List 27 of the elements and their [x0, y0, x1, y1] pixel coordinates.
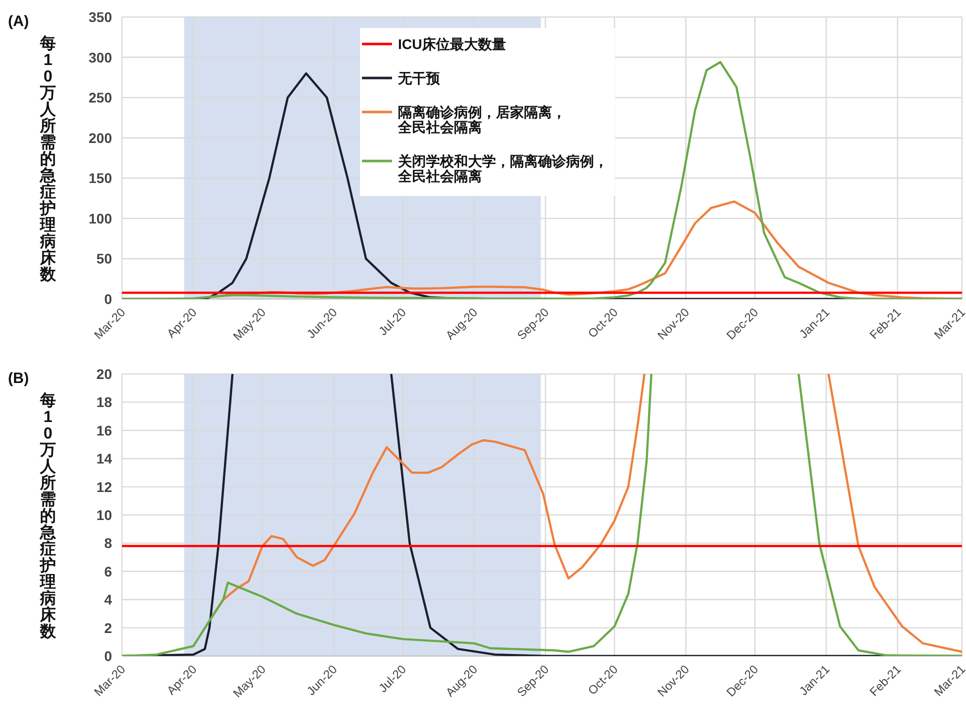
y-tick-label: 10 — [96, 507, 112, 523]
chart-title: (B) — [8, 370, 29, 387]
y-tick-label: 0 — [104, 291, 112, 307]
legend-label: 关闭学校和大学，隔离确诊病例，全民社会隔离 — [397, 153, 608, 184]
y-tick-label: 20 — [96, 366, 112, 382]
legend-label: 无干预 — [397, 70, 441, 86]
y-tick-label: 6 — [104, 563, 112, 580]
y-tick-label: 0 — [104, 648, 112, 664]
y-tick-label: 14 — [96, 450, 112, 467]
text: 每10万人所需的急症护理病床数 — [40, 392, 56, 640]
y-tick-label: 2 — [104, 620, 112, 636]
legend-label: 隔离确诊病例，居家隔离，全民社会隔离 — [397, 104, 566, 135]
y-tick-label: 200 — [88, 130, 112, 146]
y-tick-label: 250 — [88, 90, 112, 106]
y-tick-label: 350 — [88, 9, 112, 25]
y-tick-label: 50 — [96, 250, 112, 267]
y-tick-label: 16 — [96, 422, 112, 438]
y-tick-label: 4 — [104, 592, 112, 608]
y-tick-label: 8 — [104, 535, 112, 552]
y-tick-label: 12 — [96, 478, 112, 495]
y-tick-label: 150 — [88, 170, 112, 186]
y-tick-label: 300 — [88, 49, 112, 66]
y-tick-label: 18 — [96, 394, 112, 410]
y-tick-label: 100 — [88, 210, 112, 226]
text: 每10万人所需的急症护理病床数 — [40, 36, 56, 284]
chart-title: (A) — [8, 13, 29, 30]
legend-label: ICU床位最大数量 — [398, 36, 506, 52]
